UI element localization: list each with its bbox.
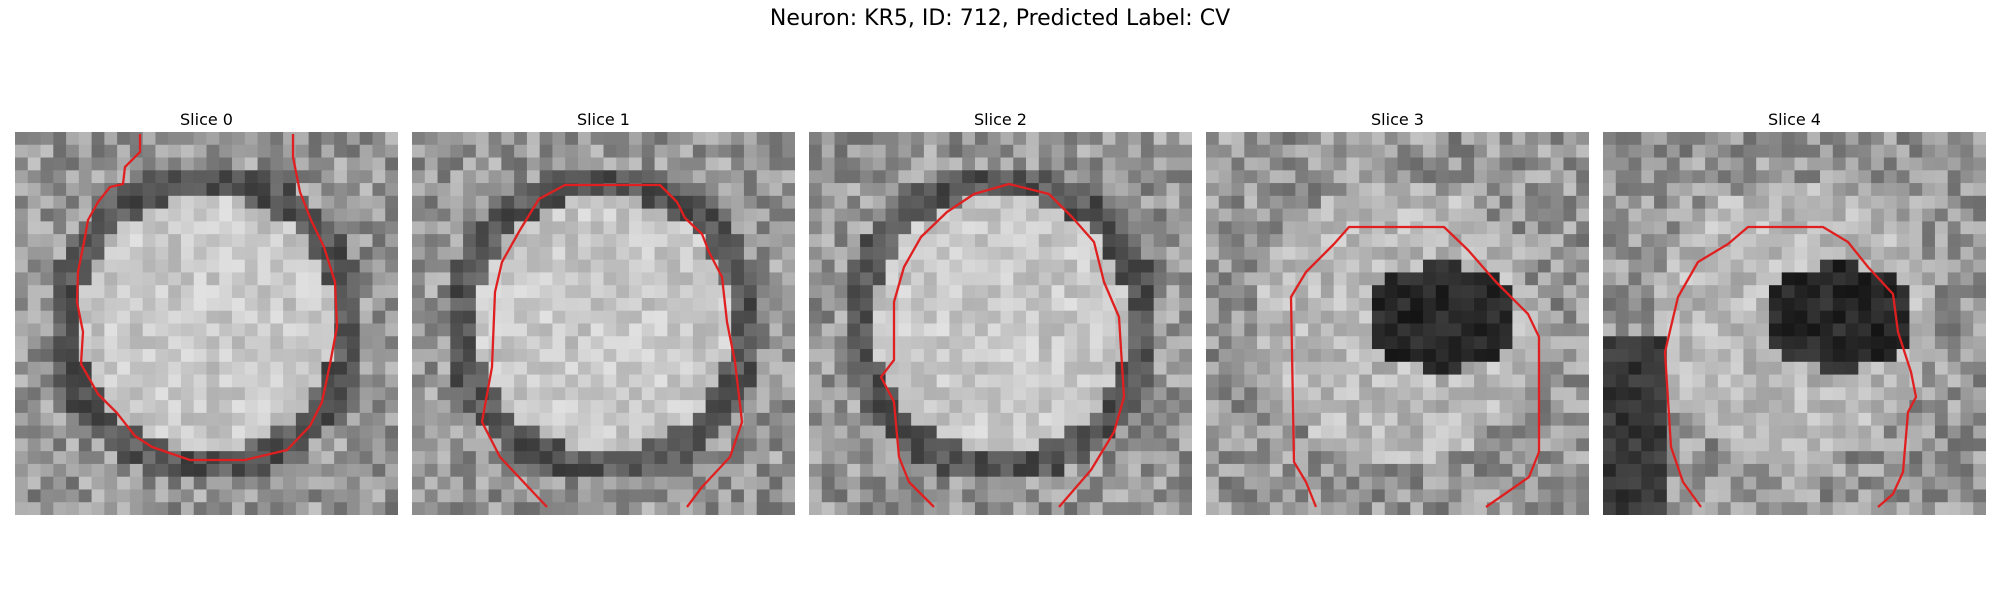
microscopy-slice-1 xyxy=(412,132,795,515)
slice-panel-2: Slice 2 xyxy=(809,108,1192,515)
slice-title-2: Slice 2 xyxy=(974,110,1027,129)
microscopy-slice-4 xyxy=(1603,132,1986,515)
slice-title-1: Slice 1 xyxy=(577,110,630,129)
microscopy-slice-3 xyxy=(1206,132,1589,515)
microscopy-slice-2 xyxy=(809,132,1192,515)
segmentation-contour-0 xyxy=(75,134,339,462)
segmentation-contour-3 xyxy=(1289,225,1541,508)
slice-title-0: Slice 0 xyxy=(180,110,233,129)
slice-title-4: Slice 4 xyxy=(1768,110,1821,129)
segmentation-contour-4 xyxy=(1663,225,1918,508)
segmentation-contour-2 xyxy=(879,182,1126,508)
slice-panel-0: Slice 0 xyxy=(15,108,398,515)
slice-panel-3: Slice 3 xyxy=(1206,108,1589,515)
slice-title-3: Slice 3 xyxy=(1371,110,1424,129)
figure-title: Neuron: KR5, ID: 712, Predicted Label: C… xyxy=(769,6,1231,31)
microscopy-slice-0 xyxy=(15,132,398,515)
segmentation-contour-1 xyxy=(480,183,744,508)
slice-panel-1: Slice 1 xyxy=(412,108,795,515)
slice-panel-4: Slice 4 xyxy=(1603,108,1986,515)
